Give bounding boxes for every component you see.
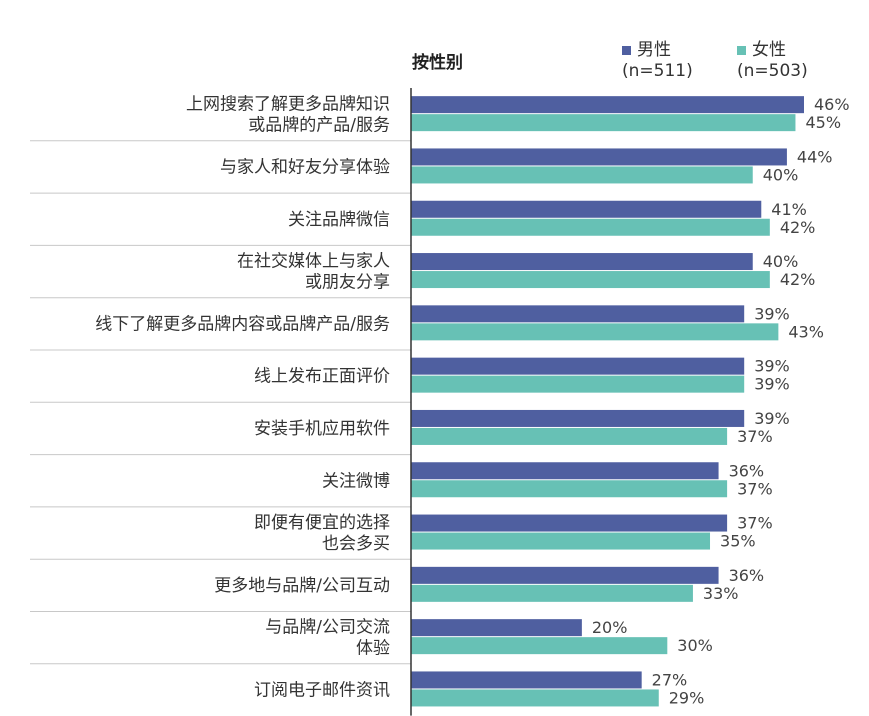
bar-male [411, 462, 719, 480]
data-label-female: 29% [669, 688, 705, 707]
legend-female-label: 女性 [752, 40, 786, 60]
data-label-female: 40% [763, 165, 799, 184]
data-label-male: 39% [754, 357, 790, 376]
data-label-female: 43% [788, 322, 824, 341]
legend-female-n: (n=503) [737, 61, 808, 81]
category-label: 关注微博 [322, 471, 390, 491]
bar-female [411, 584, 693, 602]
legend-male-n: (n=511) [622, 61, 693, 81]
data-label-female: 42% [780, 218, 816, 237]
category-label: 与家人和好友分享体验 [220, 157, 390, 177]
data-label-male: 46% [814, 95, 850, 114]
category-label: 或朋友分享 [305, 273, 390, 293]
bar-male [411, 200, 762, 218]
bar-female [411, 271, 770, 289]
bar-male [411, 357, 745, 375]
data-label-female: 37% [737, 427, 773, 446]
category-label: 或品牌的产品/服务 [248, 116, 390, 136]
category-label: 即便有便宜的选择 [254, 513, 390, 533]
data-label-male: 41% [771, 200, 807, 219]
data-label-female: 30% [677, 636, 713, 655]
category-label: 上网搜索了解更多品牌知识 [186, 95, 390, 115]
category-label: 线下了解更多品牌内容或品牌产品/服务 [95, 314, 390, 334]
legend-female: 女性 (n=503) [737, 40, 808, 82]
bar-female [411, 427, 728, 445]
bar-female [411, 375, 745, 393]
data-label-female: 42% [780, 270, 816, 289]
data-label-male: 39% [754, 409, 790, 428]
data-label-male: 39% [754, 304, 790, 323]
bar-female [411, 532, 711, 550]
data-label-female: 33% [703, 584, 739, 603]
data-label-male: 40% [763, 252, 799, 271]
legend-male-swatch [622, 46, 631, 55]
category-label: 体验 [356, 639, 390, 659]
data-label-male: 20% [592, 618, 628, 637]
data-label-female: 37% [737, 479, 773, 498]
bar-male [411, 619, 582, 637]
legend-group-title: 按性别 [412, 53, 463, 73]
bar-male [411, 514, 728, 532]
bar-female [411, 166, 753, 184]
bar-male [411, 409, 745, 427]
legend-male: 男性 (n=511) [622, 40, 693, 82]
bar-male [411, 305, 745, 323]
bar-female [411, 689, 659, 707]
category-label: 与品牌/公司交流 [265, 618, 390, 638]
legend-male-label: 男性 [637, 40, 671, 60]
data-label-female: 39% [754, 375, 790, 394]
bar-male [411, 96, 804, 114]
category-label: 在社交媒体上与家人 [237, 252, 390, 272]
data-label-male: 36% [729, 461, 765, 480]
category-label: 线上发布正面评价 [254, 367, 390, 387]
legend-female-swatch [737, 46, 746, 55]
bar-male [411, 253, 753, 271]
bar-male [411, 148, 787, 166]
data-label-male: 36% [729, 566, 765, 585]
category-label: 订阅电子邮件资讯 [254, 680, 390, 700]
bar-female [411, 480, 728, 498]
bar-female [411, 323, 779, 341]
data-label-female: 35% [720, 532, 756, 551]
bar-male [411, 671, 642, 689]
bar-male [411, 566, 719, 584]
bar-female [411, 218, 770, 236]
data-label-male: 27% [652, 670, 688, 689]
category-label: 安装手机应用软件 [254, 419, 390, 439]
category-label: 也会多买 [322, 534, 390, 554]
bar-female [411, 114, 796, 132]
category-label: 更多地与品牌/公司互动 [214, 576, 390, 596]
category-label: 关注品牌微信 [288, 210, 390, 230]
data-label-female: 45% [805, 113, 841, 132]
bar-female [411, 637, 668, 655]
data-label-male: 37% [737, 514, 773, 533]
data-label-male: 44% [797, 147, 833, 166]
